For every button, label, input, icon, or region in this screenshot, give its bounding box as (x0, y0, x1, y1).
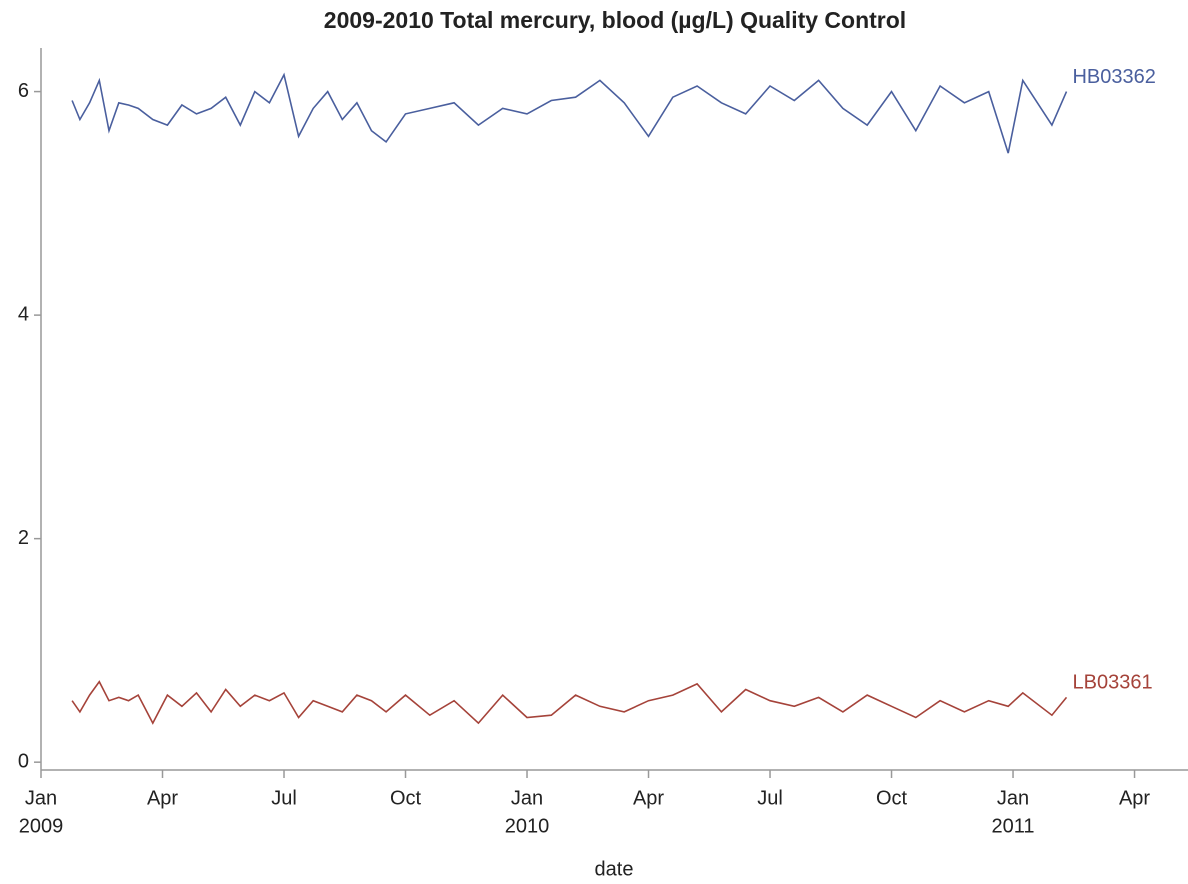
x-tick-label: 2009 (19, 815, 64, 837)
x-tick-label: Jul (271, 787, 297, 809)
x-tick-label: Apr (147, 787, 178, 809)
y-tick-label: 0 (18, 750, 29, 772)
y-tick-label: 4 (18, 303, 29, 325)
x-tick-label: Apr (633, 787, 664, 809)
x-tick-label: 2010 (505, 815, 550, 837)
line-series (71, 680, 1068, 725)
x-axis-label: date (595, 858, 634, 880)
x-tick-label: Jan (511, 787, 543, 809)
line-series (71, 72, 1068, 154)
y-tick-label: 2 (18, 527, 29, 549)
y-tick-label: 6 (18, 80, 29, 102)
x-tick-label: Oct (390, 787, 422, 809)
x-tick-label: Jan (25, 787, 57, 809)
chart-title: 2009-2010 Total mercury, blood (µg/L) Qu… (324, 7, 906, 33)
x-tick-label: Jan (997, 787, 1029, 809)
x-tick-label: Jul (757, 787, 783, 809)
x-tick-label: Apr (1119, 787, 1150, 809)
x-tick-label: Oct (876, 787, 908, 809)
series-label: HB03362 (1072, 66, 1155, 88)
series-label: LB03361 (1072, 672, 1152, 694)
x-tick-label: 2011 (992, 815, 1035, 837)
